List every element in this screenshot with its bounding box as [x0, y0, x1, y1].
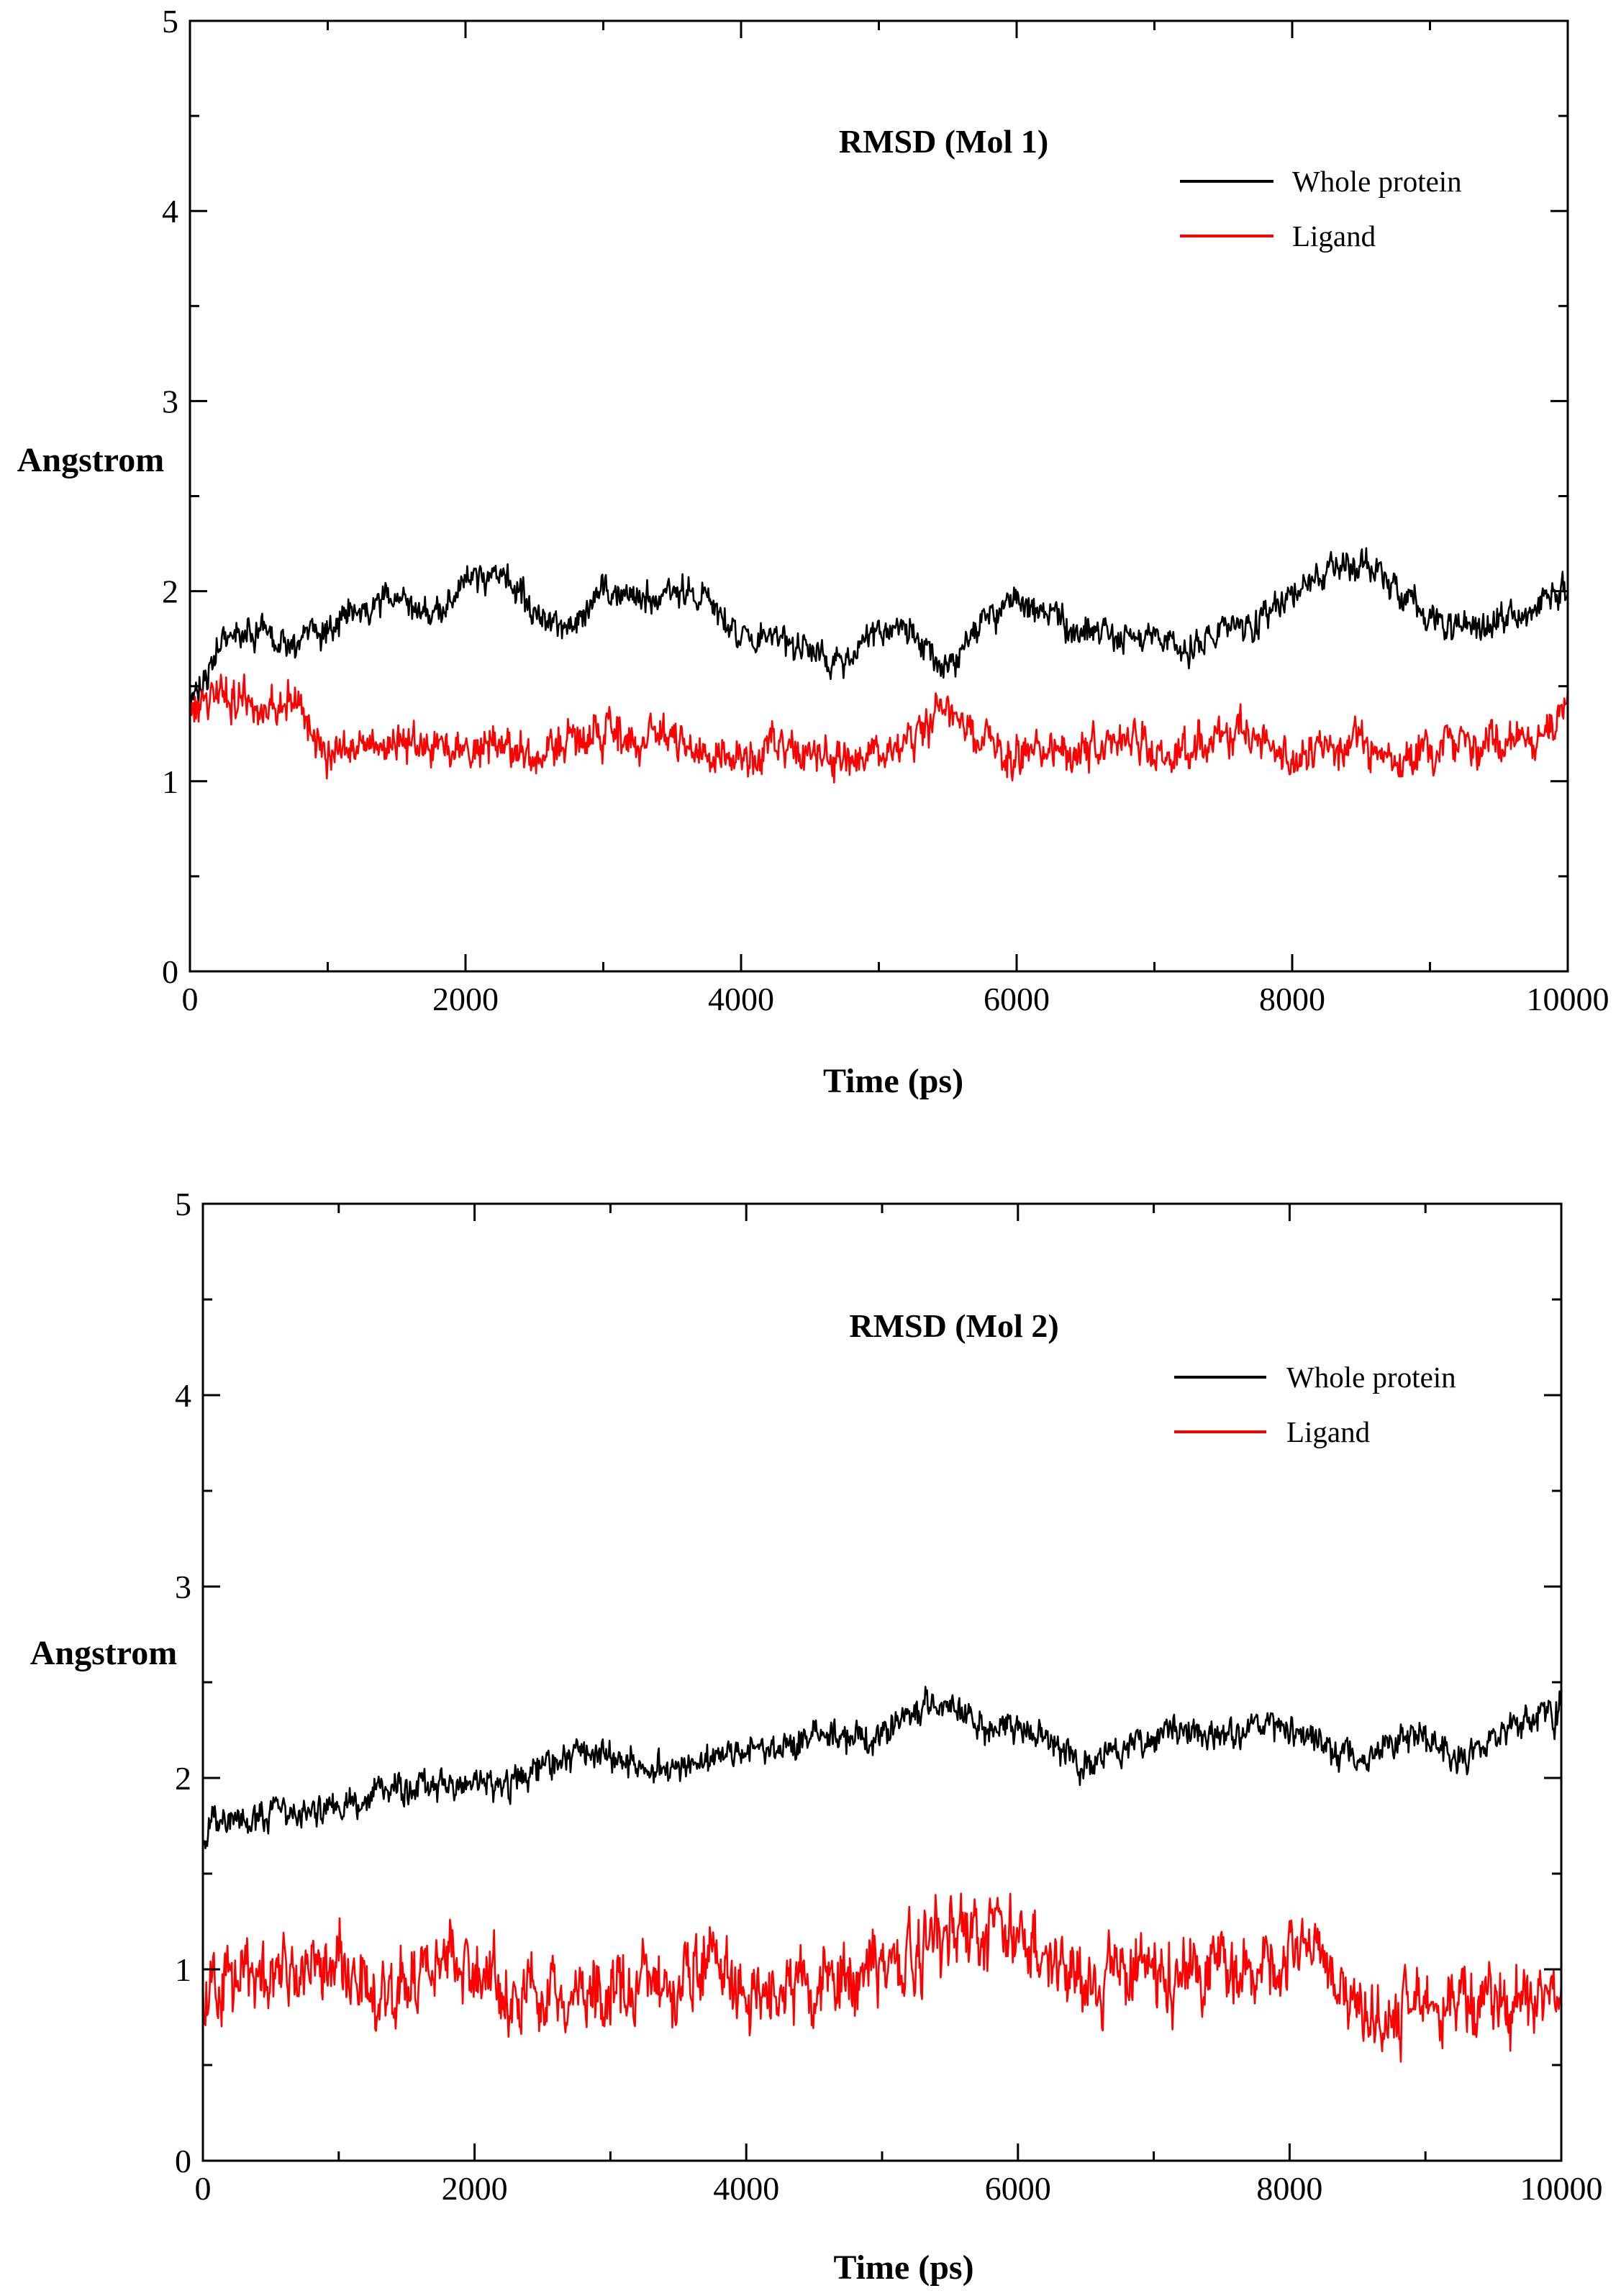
y-tick-label: 5 [162, 3, 178, 40]
x-tick-label: 0 [182, 981, 199, 1017]
x-tick-label: 10000 [1520, 2170, 1603, 2207]
x-tick-label: 10000 [1527, 981, 1609, 1017]
legend-label: Ligand [1286, 1415, 1370, 1448]
plot-frame [189, 19, 1569, 973]
x-tick-label: 8000 [1256, 2170, 1322, 2207]
y-tick-label: 4 [162, 193, 178, 230]
x-tick-label: 4000 [708, 981, 774, 1017]
y-tick-label: 2 [175, 1760, 191, 1797]
chart-title: RMSD (Mol 2) [849, 1307, 1058, 1344]
y-tick-label: 1 [162, 763, 178, 800]
y-axis-title: Angstrom [30, 1634, 177, 1672]
x-tick-label: 6000 [984, 981, 1050, 1017]
chart-panel-1: 0 2000 4000 6000 8000 10000 0 1 2 3 4 5 RMSD (Mol 1)… [17, 3, 1609, 1100]
legend-label: Whole protein [1286, 1361, 1456, 1394]
chart-title: RMSD (Mol 1) [839, 123, 1048, 160]
y-tick-label: 0 [162, 953, 178, 990]
y-axis-title: Angstrom [17, 441, 164, 479]
series-line-whole-protein [203, 1686, 1561, 1850]
x-axis-title: Time (ps) [833, 2249, 973, 2287]
chart-panel-2: 0 2000 4000 6000 8000 10000 0 1 2 3 4 5 RMSD (Mol 2)… [30, 1186, 1603, 2287]
y-tick-label: 1 [175, 1951, 191, 1988]
y-tick-label: 2 [162, 573, 178, 610]
x-tick-label: 0 [195, 2170, 212, 2207]
y-tick-label: 5 [175, 1186, 191, 1222]
x-tick-label: 8000 [1259, 981, 1325, 1017]
legend-label: Whole protein [1292, 165, 1462, 198]
series-line-ligand [203, 1892, 1561, 2063]
series-line-ligand [190, 673, 1568, 784]
series-line-whole-protein [190, 547, 1568, 711]
x-tick-label: 2000 [442, 2170, 508, 2207]
x-tick-label: 2000 [432, 981, 499, 1017]
y-tick-label: 3 [175, 1569, 191, 1605]
y-tick-label: 4 [175, 1377, 191, 1414]
legend-label: Ligand [1292, 219, 1376, 253]
x-axis-title: Time (ps) [823, 1062, 963, 1100]
series-group [190, 547, 1568, 784]
y-tick-label: 0 [175, 2143, 191, 2179]
x-tick-label: 4000 [713, 2170, 779, 2207]
x-tick-label: 6000 [985, 2170, 1051, 2207]
y-tick-label: 3 [162, 383, 178, 419]
series-group [203, 1686, 1561, 2063]
